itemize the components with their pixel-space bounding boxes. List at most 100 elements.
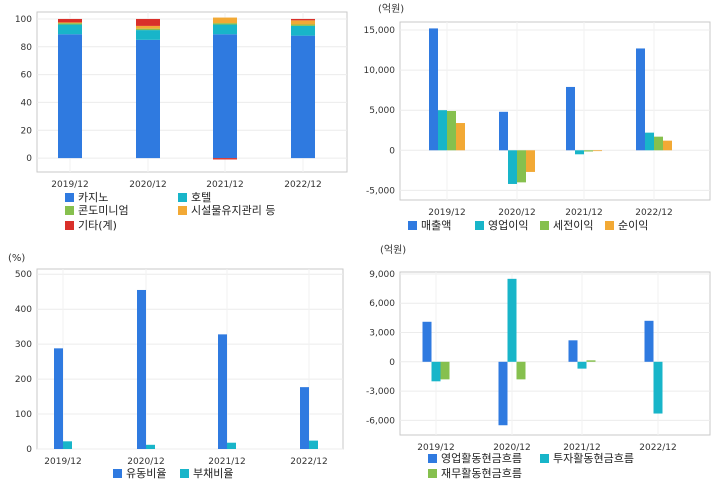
legend-swatch <box>540 221 549 230</box>
bar <box>526 150 535 172</box>
y-tick-label: 0 <box>26 154 32 164</box>
legend-item: 부채비율 <box>180 467 233 480</box>
bar <box>136 18 160 26</box>
bar <box>58 18 82 23</box>
y-tick-label: 100 <box>15 410 32 420</box>
legend-swatch <box>475 221 484 230</box>
bar <box>438 110 447 151</box>
bar <box>644 320 654 362</box>
legend-label: 카지노 <box>78 191 109 204</box>
legend-swatch <box>178 193 187 202</box>
legend-swatch <box>178 206 187 215</box>
bar <box>137 289 146 449</box>
plot-frame <box>36 268 344 450</box>
legend-cashflow: 영업활동현금흐름 투자활동현금흐름 재무활동현금흐름 <box>360 248 720 496</box>
bar <box>431 361 441 382</box>
bar <box>213 23 237 25</box>
bar <box>586 360 596 362</box>
legend-label: 시설물유지관리 등 <box>191 204 276 217</box>
y-tick-label: 400 <box>15 305 32 315</box>
bar <box>291 18 315 21</box>
chart-cashflow-svg: 9,000 6,000 3,000 0 -3,000 -6,000 2019/12 2020/… <box>366 244 711 453</box>
bar <box>508 150 517 184</box>
bar <box>136 28 160 31</box>
legend-swatch <box>65 193 74 202</box>
bar <box>593 150 602 152</box>
y-tick-label: -6,000 <box>366 416 395 426</box>
x-tick-label: 2022/12 <box>639 443 676 453</box>
x-tick-label: 2019/12 <box>417 443 454 453</box>
y-tick-label: 15,000 <box>364 26 396 36</box>
bar <box>584 150 593 152</box>
bar <box>213 17 237 24</box>
bar <box>309 440 318 449</box>
y-tick-label: 100 <box>15 15 32 25</box>
legend-swatch <box>180 469 189 478</box>
bar <box>58 24 82 35</box>
legend-label: 콘도미니엄 <box>78 204 129 217</box>
bar <box>136 25 160 29</box>
chart-income-svg: 15,000 10,000 5,000 0 -5,000 2019/12 2020/12 20… <box>364 3 711 218</box>
bar <box>517 150 526 183</box>
bar <box>653 361 663 414</box>
legend-label: 세전이익 <box>553 219 594 232</box>
y-tick-label: 60 <box>21 71 33 81</box>
bar <box>516 361 526 380</box>
x-tick-label: 2021/12 <box>206 180 243 190</box>
bar <box>291 24 315 26</box>
bar <box>575 150 584 155</box>
unit-label: (억원) <box>378 3 404 15</box>
y-tick-label: 9,000 <box>369 270 395 280</box>
y-tick-label: 300 <box>15 340 32 350</box>
bar <box>499 111 508 151</box>
legend-item: 기타(계) <box>65 219 117 232</box>
legend-item: 세전이익 <box>540 219 593 232</box>
legend-item: 카지노 <box>65 191 108 204</box>
y-tick-label: 80 <box>21 43 33 53</box>
x-tick-label: 2019/12 <box>428 208 465 218</box>
legend-ratios: 유동비율 부채비율 <box>0 248 360 496</box>
x-tick-label: 2020/12 <box>493 443 530 453</box>
y-tick-label: -3,000 <box>366 387 395 397</box>
y-tick-label: 500 <box>15 270 32 280</box>
bar <box>577 361 587 369</box>
x-tick-label: 2021/12 <box>565 208 602 218</box>
legend-label: 재무활동현금흐름 <box>441 467 522 480</box>
chart-panel-cashflow: 9,000 6,000 3,000 0 -3,000 -6,000 2019/12 2020/… <box>360 244 720 496</box>
legend-item: 영업활동현금흐름 <box>428 452 522 465</box>
bar <box>213 158 237 160</box>
unit-label: (억원) <box>380 244 406 256</box>
y-tick-label: 200 <box>15 375 32 385</box>
y-tick-label: 20 <box>21 126 33 136</box>
chart-ratios-svg: 500 400 300 200 100 0 2019/12 2020/12 2021/12 202… <box>8 253 344 467</box>
chart-panel-income: 15,000 10,000 5,000 0 -5,000 2019/12 2020/12 20… <box>360 0 720 248</box>
bar <box>213 34 237 159</box>
legend-label: 호텔 <box>191 191 212 204</box>
bar <box>566 86 575 151</box>
x-tick-label: 2022/12 <box>284 180 321 190</box>
bar <box>291 35 315 159</box>
x-tick-label: 2019/12 <box>44 457 81 467</box>
bar <box>429 28 438 151</box>
bar <box>456 123 465 151</box>
unit-label: (%) <box>8 253 25 264</box>
bar <box>58 34 82 159</box>
y-tick-label: 40 <box>21 98 33 108</box>
y-tick-label: 0 <box>26 445 32 455</box>
bar <box>498 361 508 426</box>
legend-label: 유동비율 <box>126 467 167 480</box>
legend-item: 매출액 <box>408 219 451 232</box>
legend-swatch <box>428 454 437 463</box>
x-tick-label: 2020/12 <box>498 208 535 218</box>
bar <box>447 111 456 151</box>
legend-income: 매출액 영업이익 세전이익 순이익 <box>360 0 720 248</box>
bar <box>507 278 517 362</box>
bar <box>63 441 72 449</box>
bar <box>422 321 432 362</box>
y-tick-label: -5,000 <box>366 186 395 196</box>
legend-item: 호텔 <box>178 191 211 204</box>
x-tick-label: 2020/12 <box>127 457 164 467</box>
y-tick-label: 0 <box>389 146 395 156</box>
y-tick-label: 0 <box>389 358 395 368</box>
